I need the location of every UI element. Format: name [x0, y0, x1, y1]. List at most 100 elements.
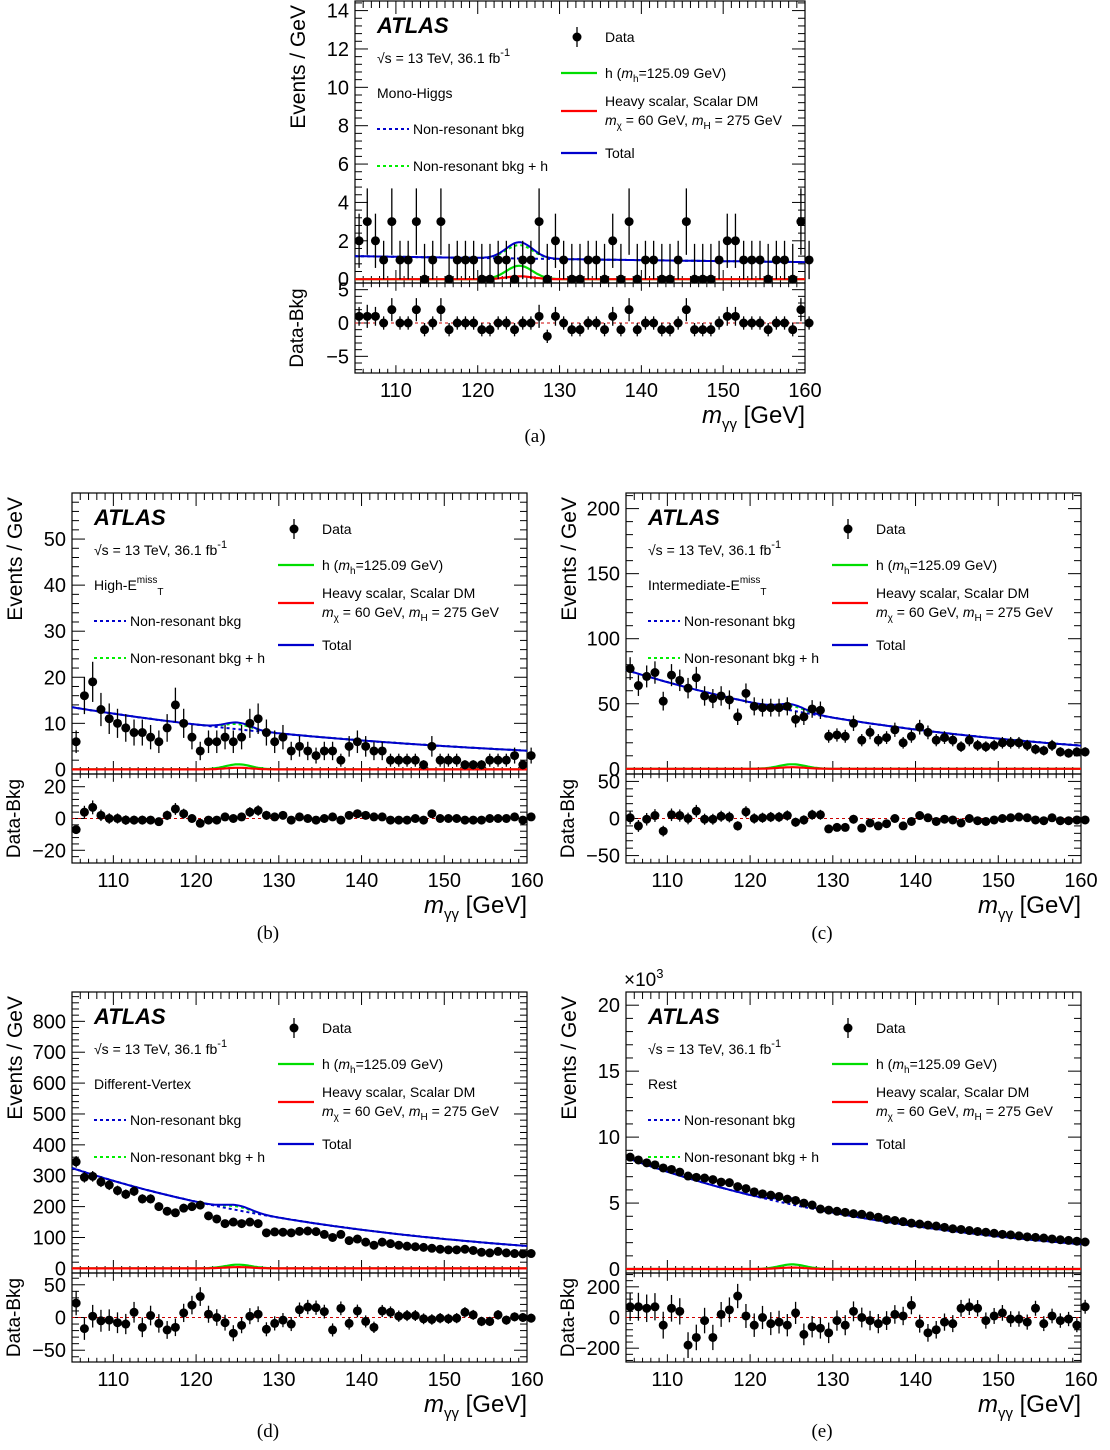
legend-heavy-label-1-part: Heavy scalar, Scalar DM: [322, 1084, 475, 1100]
data-point: [749, 701, 759, 711]
data-point: [354, 236, 364, 246]
energy-label-part: -1: [500, 47, 510, 59]
x-tick-label: 120: [733, 870, 766, 892]
legend-heavy-label-1-part: Heavy scalar, Scalar DM: [876, 585, 1029, 601]
data-point: [1047, 740, 1057, 750]
ratio-point: [352, 809, 362, 819]
legend-data-label: Data: [322, 1020, 352, 1036]
data-point: [559, 255, 569, 265]
ratio-point: [658, 1320, 668, 1330]
data-point: [1039, 1233, 1049, 1243]
ratio-point: [923, 813, 933, 823]
legend-total-label-part: Total: [876, 1136, 906, 1152]
data-point: [436, 217, 446, 227]
ratio-point: [352, 1306, 362, 1316]
category-label-part: miss: [137, 575, 158, 586]
ratio-point: [336, 815, 346, 825]
data-point: [270, 1227, 280, 1237]
ratio-point: [179, 809, 189, 819]
ratio-point: [485, 1316, 495, 1326]
data-point: [931, 1221, 941, 1231]
ratio-point: [898, 821, 908, 831]
ratio-point: [724, 812, 734, 822]
x-axis-title-part: γγ: [444, 906, 460, 923]
y-tick-label: 0: [609, 759, 620, 781]
data-point: [427, 741, 437, 751]
data-point: [1006, 738, 1016, 748]
ratio-point: [435, 814, 445, 823]
legend-data-label-part: Data: [876, 521, 906, 537]
ratio-point: [625, 1302, 635, 1312]
ratio-point: [278, 810, 288, 820]
ratio-point: [419, 815, 429, 825]
ratio-point: [906, 816, 916, 826]
data-point: [898, 1217, 908, 1227]
ratio-point: [170, 804, 180, 814]
data-point: [1080, 747, 1090, 757]
ratio-point: [649, 318, 659, 328]
data-point: [460, 1244, 470, 1254]
ratio-point: [733, 821, 743, 831]
data-point: [518, 760, 528, 770]
ratio-point: [137, 1322, 147, 1332]
data-point: [997, 1229, 1007, 1239]
ratio-point: [386, 1307, 395, 1317]
energy-label-part: -1: [771, 1038, 781, 1050]
data-point: [989, 1228, 999, 1238]
data-point: [187, 732, 197, 742]
data-point: [377, 1237, 387, 1247]
x-axis-title-part: γγ: [444, 1405, 460, 1422]
data-point: [377, 746, 387, 756]
ratio-point: [362, 311, 372, 321]
legend-bkg-label: Non-resonant bkg: [130, 613, 241, 629]
data-point: [840, 731, 850, 741]
y-tick-label: 0: [338, 269, 349, 291]
data-point: [526, 1249, 536, 1259]
ratio-point: [485, 325, 495, 335]
data-point: [410, 755, 420, 765]
data-point: [782, 701, 792, 711]
legend-heavy-label-2-part: H: [421, 613, 428, 624]
ratio-point: [1022, 1317, 1032, 1327]
ratio-point: [369, 1322, 379, 1332]
data-point: [477, 274, 487, 284]
data-point: [1014, 1231, 1024, 1241]
ratio-point: [460, 318, 470, 328]
data-point: [79, 691, 89, 701]
x-tick-label: 160: [788, 380, 821, 402]
data-point: [873, 1212, 883, 1222]
legend-data-label: Data: [876, 1020, 906, 1036]
legend-heavy-label-2-part: χ: [334, 1112, 340, 1123]
data-point: [121, 1189, 131, 1199]
data-point: [493, 1246, 503, 1256]
data-point: [344, 1236, 354, 1246]
ratio-point: [832, 822, 842, 832]
legend-h-label: h (mh=125.09 GeV): [876, 557, 997, 577]
data-point: [724, 695, 734, 705]
data-point: [534, 217, 544, 227]
ratio-point: [228, 814, 238, 823]
atlas-label-part: ATLAS: [93, 1004, 166, 1029]
energy-label: √s = 13 TeV, 36.1 fb-1: [94, 539, 227, 558]
ratio-point: [303, 1302, 313, 1312]
legend-total-label: Total: [322, 1136, 352, 1152]
x-tick-label: 150: [428, 1369, 461, 1391]
legend-data-label-part: Data: [876, 1020, 906, 1036]
category-label-part: miss: [740, 575, 761, 586]
data-point: [625, 1152, 635, 1162]
atlas-label: ATLAS: [376, 13, 449, 38]
energy-label: √s = 13 TeV, 36.1 fb-1: [648, 1038, 781, 1057]
data-point: [799, 712, 809, 722]
ratio-point: [890, 814, 900, 823]
data-point: [468, 760, 478, 770]
ratio-point: [575, 325, 585, 335]
ratio-axis-title: Data-Bkg: [558, 1278, 579, 1357]
data-point: [700, 691, 710, 701]
data-point: [71, 1157, 81, 1167]
legend-heavy-label-2-part: χ: [888, 1112, 894, 1123]
data-point: [690, 274, 700, 284]
energy-label: √s = 13 TeV, 36.1 fb-1: [377, 47, 510, 66]
data-point: [542, 274, 552, 284]
data-point: [170, 700, 180, 710]
x-axis-title: mγγ [GeV]: [978, 1391, 1081, 1422]
